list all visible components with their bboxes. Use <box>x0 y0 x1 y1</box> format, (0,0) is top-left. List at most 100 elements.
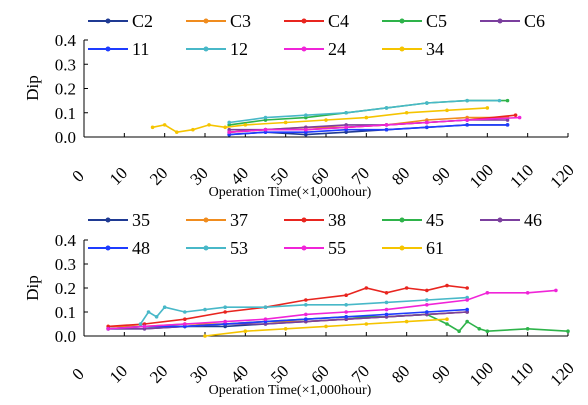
data-point-12 <box>304 113 308 117</box>
y-tick-label: 0.4 <box>55 31 77 50</box>
y-tick-label: 0.3 <box>55 255 76 274</box>
data-point-45 <box>477 327 482 331</box>
legend-marker-C5 <box>399 18 405 24</box>
legend-label-C3: C3 <box>230 11 251 31</box>
legend-label-48: 48 <box>132 238 150 258</box>
data-point-53 <box>183 310 187 314</box>
legend-marker-35 <box>105 217 111 223</box>
data-point-55 <box>106 327 110 331</box>
legend-marker-45 <box>399 217 405 223</box>
y-tick-label: 0.3 <box>55 55 76 74</box>
legend-label-C5: C5 <box>426 11 447 31</box>
legend-marker-37 <box>203 217 209 223</box>
data-point-53 <box>138 322 143 326</box>
data-point-61 <box>283 327 288 331</box>
data-point-11 <box>384 127 389 132</box>
legend-label-45: 45 <box>426 210 444 230</box>
data-point-45 <box>465 319 469 324</box>
legend-marker-C6 <box>497 18 503 24</box>
data-point-12 <box>465 98 469 103</box>
data-point-24 <box>227 130 231 134</box>
data-point-24 <box>304 127 308 132</box>
data-point-24 <box>465 118 469 122</box>
series-line-12 <box>229 99 500 124</box>
data-point-38 <box>344 293 348 298</box>
series-line-46 <box>108 311 468 330</box>
legend-label-55: 55 <box>328 238 346 258</box>
data-point-55 <box>142 324 147 329</box>
data-point-55 <box>425 303 429 307</box>
legend-marker-48 <box>105 245 111 251</box>
data-point-55 <box>465 298 469 302</box>
bottom-panel: 0.00.10.20.30.40 10 20 30 40 50 60 70 80 90 100 110… <box>23 210 578 398</box>
data-point-24 <box>384 123 389 127</box>
data-point-45 <box>485 329 490 334</box>
y-tick-label: 0.2 <box>55 80 76 99</box>
y-tick-label: 0.0 <box>55 327 76 346</box>
data-point-55 <box>525 291 530 295</box>
x-tick-label: 100 <box>466 160 497 191</box>
data-point-48 <box>465 307 469 312</box>
data-point-34 <box>485 106 490 110</box>
legend-label-11: 11 <box>132 39 149 59</box>
data-point-38 <box>404 286 409 290</box>
data-point-55 <box>485 291 490 295</box>
x-tick-label: 10 <box>106 361 131 386</box>
x-tick-label: 110 <box>506 359 537 390</box>
data-point-61 <box>203 334 207 338</box>
series-line-37 <box>108 311 468 328</box>
data-point-34 <box>283 120 288 125</box>
data-point-34 <box>174 130 179 134</box>
x-tick-label: 90 <box>428 163 453 188</box>
legend-marker-55 <box>301 245 307 251</box>
x-tick-label: 80 <box>388 163 413 188</box>
data-point-55 <box>554 288 558 293</box>
data-point-45 <box>457 329 461 334</box>
data-point-34 <box>162 123 167 127</box>
data-point-61 <box>243 329 248 334</box>
x-axis-title: Operation Time(×1,000hour) <box>209 383 372 398</box>
data-point-38 <box>425 288 429 293</box>
data-point-24 <box>425 120 429 125</box>
legend-marker-61 <box>399 245 405 251</box>
data-point-11 <box>505 123 510 127</box>
series-line-C5 <box>229 99 508 126</box>
y-axis-title: Dip <box>23 75 42 101</box>
top-panel: 0.00.10.20.30.40 10 20 30 40 50 60 70 80 90 100 110… <box>23 11 578 200</box>
data-point-48 <box>344 315 348 319</box>
data-point-34 <box>207 123 211 127</box>
data-point-45 <box>525 327 530 331</box>
data-point-45 <box>566 329 570 334</box>
data-point-34 <box>150 125 155 130</box>
data-point-38 <box>183 317 187 322</box>
legend-label-35: 35 <box>132 210 150 230</box>
x-tick-label: 100 <box>466 358 497 389</box>
data-point-48 <box>304 317 308 322</box>
data-point-38 <box>364 286 369 290</box>
x-tick-label: 0 <box>68 364 87 383</box>
data-point-38 <box>223 310 227 314</box>
data-point-12 <box>497 98 502 103</box>
data-point-61 <box>324 324 328 329</box>
x-tick-label: 80 <box>388 361 413 386</box>
legend-marker-34 <box>399 46 405 52</box>
legend-marker-C3 <box>203 18 209 24</box>
series-line-11 <box>229 124 508 136</box>
legend-marker-53 <box>203 245 209 251</box>
data-point-24 <box>263 127 268 132</box>
data-point-55 <box>304 312 308 317</box>
data-point-53 <box>162 305 167 310</box>
y-tick-label: 0.2 <box>55 279 76 298</box>
data-point-11 <box>465 123 469 127</box>
legend-label-46: 46 <box>524 210 542 230</box>
data-point-61 <box>364 322 369 326</box>
x-tick-label: 20 <box>146 361 171 386</box>
legend-label-24: 24 <box>328 39 346 59</box>
y-tick-label: 0.4 <box>55 231 77 250</box>
data-point-34 <box>191 127 195 132</box>
data-point-12 <box>384 106 389 110</box>
legend-marker-11 <box>105 46 111 52</box>
legend-label-34: 34 <box>426 39 444 59</box>
data-point-53 <box>304 303 308 307</box>
data-point-38 <box>384 291 389 295</box>
